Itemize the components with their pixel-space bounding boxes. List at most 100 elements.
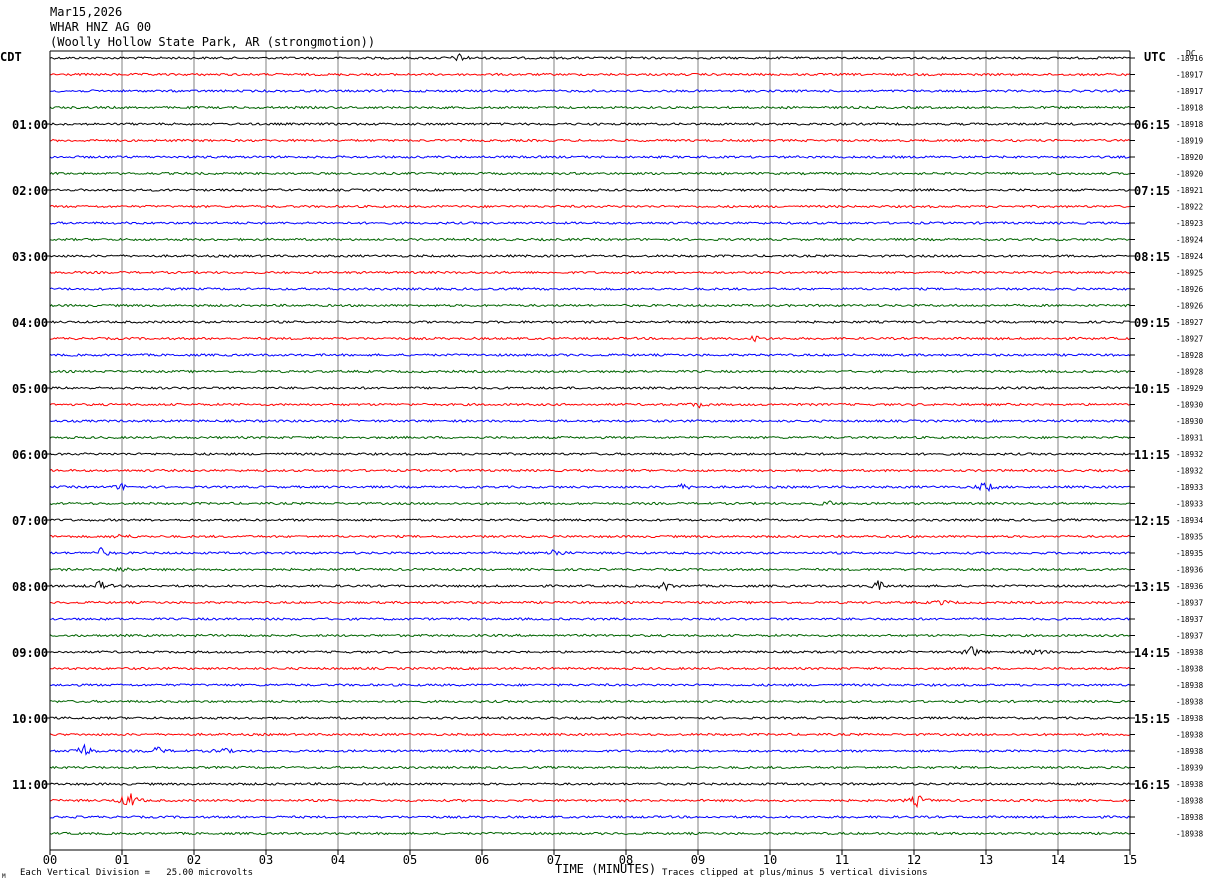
trace-line	[49, 617, 1131, 621]
dc-offset-label: -18936	[1176, 582, 1204, 591]
trace-line	[49, 468, 1131, 473]
utc-axis-label: UTC	[1144, 50, 1166, 64]
x-tick-label: 02	[187, 853, 201, 867]
trace-line	[49, 793, 1131, 809]
dc-offset-label: -18927	[1176, 318, 1203, 327]
x-tick-label: 10	[763, 853, 777, 867]
trace-line	[49, 815, 1131, 819]
trace-line	[49, 699, 1131, 704]
trace-line	[49, 369, 1130, 374]
trace-line	[49, 221, 1131, 225]
trace-line	[49, 155, 1131, 159]
dc-offset-label: -18933	[1176, 500, 1203, 509]
trace-line	[49, 105, 1131, 110]
dc-offset-label: -18931	[1176, 434, 1203, 443]
dc-offset-label: -18932	[1176, 450, 1203, 459]
dc-offset-label: -18938	[1176, 780, 1204, 789]
dc-offset-label: -18925	[1176, 269, 1203, 278]
right-time-label: 14:15	[1134, 646, 1170, 660]
dc-offset-label: -18930	[1176, 417, 1204, 426]
dc-offset-label: -18917	[1176, 87, 1203, 96]
header-date: Mar15,2026	[50, 5, 123, 19]
dc-offset-label: -18938	[1176, 665, 1204, 674]
trace-line	[49, 566, 1131, 572]
dc-offset-label: -18917	[1176, 71, 1203, 80]
right-time-label: 10:15	[1134, 382, 1170, 396]
trace-line	[49, 419, 1131, 423]
trace-line	[49, 500, 1131, 506]
dc-offset-label: -18936	[1176, 566, 1204, 575]
trace-line	[49, 452, 1131, 456]
trace-line	[49, 89, 1131, 93]
x-axis-title: TIME (MINUTES)	[555, 862, 657, 876]
left-time-label: 03:00	[12, 250, 48, 264]
x-tick-label: 14	[1051, 853, 1065, 867]
trace-line	[49, 303, 1131, 308]
left-time-label: 06:00	[12, 448, 48, 462]
x-tick-label: 04	[331, 853, 345, 867]
trace-line	[49, 533, 1131, 539]
x-tick-label: 11	[835, 853, 849, 867]
dc-offset-label: -18935	[1176, 549, 1203, 558]
trace-line	[49, 122, 1131, 126]
header-location: (Woolly Hollow State Park, AR (strongmot…	[50, 35, 376, 49]
trace-line	[49, 386, 1131, 390]
trace-line	[49, 188, 1131, 192]
trace-group	[49, 53, 1131, 836]
dc-offset-label: -18920	[1176, 153, 1204, 162]
trace-line	[50, 666, 1131, 671]
trace-line	[49, 765, 1131, 770]
clip-note: Traces clipped at plus/minus 5 vertical …	[662, 868, 928, 878]
dc-offset-label: -18926	[1176, 302, 1204, 311]
dc-offset-label: -18938	[1176, 698, 1204, 707]
scale-note: Each Vertical Division = 25.00 microvolt…	[20, 868, 253, 878]
trace-line	[49, 287, 1131, 291]
left-time-label: 09:00	[12, 646, 48, 660]
dc-offset-label: -18938	[1176, 681, 1204, 690]
trace-line	[49, 334, 1131, 343]
left-time-label: 02:00	[12, 184, 48, 198]
trace-line	[49, 518, 1131, 522]
right-time-label: 15:15	[1134, 712, 1170, 726]
dc-offset-label: -18937	[1176, 599, 1203, 608]
trace-line	[49, 237, 1131, 242]
trace-line	[49, 320, 1131, 324]
vertical-grid	[121, 51, 1059, 850]
dc-offset-label: -18930	[1176, 401, 1204, 410]
x-tick-label: 06	[475, 853, 489, 867]
dc-offset-label: -18929	[1176, 384, 1203, 393]
dc-offset-label: -18924	[1176, 252, 1204, 261]
trace-line	[49, 254, 1131, 258]
cdt-axis-label: CDT	[0, 50, 22, 64]
dc-offset-label: -18918	[1176, 120, 1204, 129]
dc-offset-label: -18933	[1176, 483, 1203, 492]
dc-offset-label: -18938	[1176, 731, 1204, 740]
trace-line	[49, 171, 1131, 176]
dc-offset-label: -18938	[1176, 813, 1204, 822]
dc-offset-label: -18932	[1176, 467, 1203, 476]
dc-offset-label: -18939	[1176, 764, 1203, 773]
dc-offset-label: -18938	[1176, 714, 1204, 723]
trace-line	[49, 353, 1131, 357]
x-tick-label: 00	[43, 853, 57, 867]
header-station: WHAR HNZ AG 00	[50, 20, 152, 34]
dc-offset-label: -18938	[1176, 747, 1204, 756]
right-time-label: 11:15	[1134, 448, 1170, 462]
dc-offset-label: -18938	[1176, 830, 1204, 839]
trace-line	[49, 546, 1131, 556]
left-time-label: 11:00	[12, 778, 48, 792]
dc-offset-label: -18921	[1176, 186, 1203, 195]
trace-line	[49, 831, 1131, 836]
x-tick-label: 03	[259, 853, 273, 867]
right-time-label: 08:15	[1134, 250, 1170, 264]
trace-line	[49, 782, 1131, 786]
left-time-label: 04:00	[12, 316, 48, 330]
x-tick-label: 12	[907, 853, 921, 867]
x-tick-label: 07	[547, 853, 561, 867]
x-tick-label: 13	[979, 853, 993, 867]
dc-offset-label: -18919	[1176, 137, 1203, 146]
right-time-label: 09:15	[1134, 316, 1170, 330]
left-time-label: 01:00	[12, 118, 48, 132]
dc-offset-label: -18927	[1176, 335, 1203, 344]
